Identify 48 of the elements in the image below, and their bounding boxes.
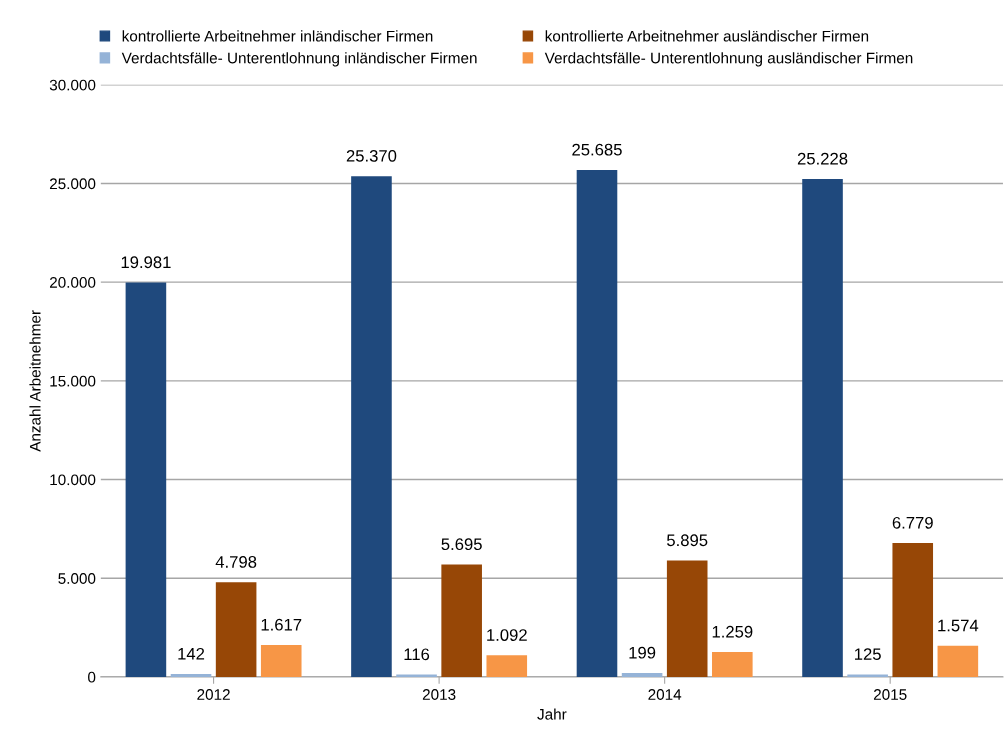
bar: [892, 543, 934, 677]
bar: [847, 674, 888, 677]
data-label: 199: [629, 646, 656, 659]
bar: [260, 644, 302, 677]
x-tick-label: 2013: [422, 689, 456, 700]
bar: [351, 176, 392, 677]
bar: [621, 672, 663, 677]
data-label: 1.259: [712, 625, 753, 638]
data-label: 25.370: [346, 149, 397, 162]
y-tick-label: 25.000: [49, 178, 96, 190]
data-label: 1.092: [487, 629, 527, 641]
bar: [576, 169, 618, 677]
bar: [215, 582, 257, 677]
data-label: 5.695: [441, 538, 482, 551]
x-tick-label: 2015: [873, 689, 907, 700]
data-label: 5.895: [667, 534, 708, 547]
x-axis-title: Jahr: [537, 708, 567, 720]
y-tick-label: 0: [88, 671, 96, 683]
data-label: 25.228: [797, 152, 848, 165]
legend-label: kontrollierte Arbeitnehmer ausländischer Firmen: [545, 30, 869, 42]
bar: [170, 674, 212, 677]
y-tick-label: 5.000: [58, 573, 96, 584]
y-tick-label: 20.000: [49, 277, 96, 288]
bar: [802, 178, 843, 677]
y-tick-label: 15.000: [50, 375, 96, 387]
data-label: 25.685: [572, 143, 622, 156]
y-axis-title: Anzahl Arbeitnehmer: [29, 310, 41, 452]
data-label: 125: [855, 648, 881, 661]
legend-label: Verdachtsfälle- Unterentlohnung inländischer Firmen: [121, 52, 477, 67]
bar: [441, 564, 482, 677]
legend-label: Verdachtsfälle- Unterentlohnung ausländischer Firmen: [544, 52, 913, 67]
bar: [125, 282, 167, 677]
data-label: 1.617: [261, 618, 302, 631]
data-label: 116: [404, 648, 430, 661]
data-label: 1.574: [938, 619, 979, 632]
data-label: 142: [178, 647, 205, 660]
bar: [937, 645, 979, 677]
data-label: 6.779: [892, 516, 933, 529]
data-label: 19.981: [121, 256, 171, 269]
legend-label: kontrollierte Arbeitnehmer inländischer Firmen: [122, 30, 433, 42]
y-tick-label: 30.000: [49, 79, 96, 91]
data-label: 4.798: [215, 556, 257, 568]
bar: [666, 560, 708, 677]
x-tick-label: 2012: [197, 689, 230, 700]
bar: [712, 652, 753, 677]
x-tick-label: 2014: [648, 689, 682, 700]
y-tick-label: 10.000: [50, 474, 96, 486]
bar: [486, 655, 528, 677]
